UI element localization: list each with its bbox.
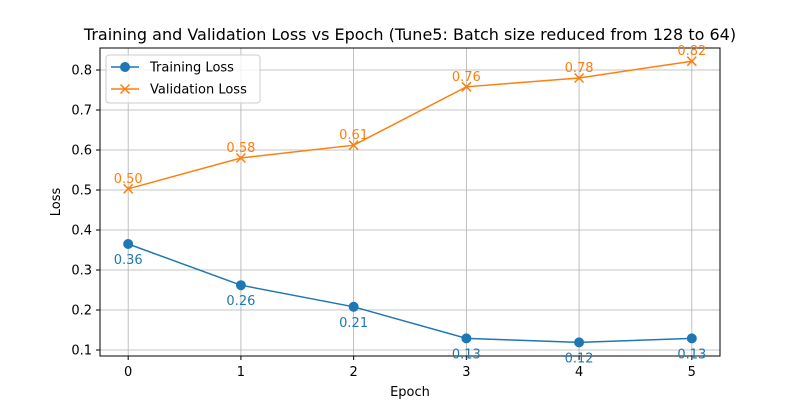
validation-loss-point [461,81,472,92]
training-loss-data-label: 0.12 [565,351,594,366]
y-tick-label: 0.1 [71,344,92,359]
chart-title: Training and Validation Loss vs Epoch (T… [83,25,736,44]
training-loss-data-label: 0.13 [677,347,706,362]
validation-loss-point [348,140,359,151]
x-tick-label: 5 [688,365,696,380]
y-tick-label: 0.2 [71,304,92,319]
validation-loss-data-label: 0.58 [226,141,255,156]
legend-box [105,54,261,104]
legend-item-training-loss: Training Loss [111,61,234,76]
x-tick-label: 3 [462,365,470,380]
training-loss-point [574,337,585,348]
y-axis-label: Loss [49,188,64,217]
training-loss-series: 0.36 0.26 0.21 0.13 0.12 0.13 [114,239,706,366]
y-tick-label: 0.4 [71,224,92,239]
validation-loss-data-label: 0.50 [114,172,143,187]
x-tick-label: 4 [575,365,583,380]
validation-loss-data-label: 0.82 [677,44,706,59]
grid-lines [100,48,720,356]
legend-label: Training Loss [149,61,234,76]
y-tick-label: 0.3 [71,264,92,279]
y-tick-label: 0.8 [71,64,92,79]
y-axis-ticks: 0.1 0.2 0.3 0.4 0.5 0.6 0.7 0.8 [71,64,100,359]
series-layer: 0.36 0.26 0.21 0.13 0.12 0.13 0.50 0.58 0.61 0.76… [114,44,707,366]
y-tick-label: 0.7 [71,104,92,119]
x-tick-label: 1 [237,365,245,380]
validation-loss-data-label: 0.76 [452,70,481,85]
training-loss-point [348,301,359,312]
validation-loss-data-label: 0.61 [339,128,368,143]
training-loss-point [461,333,472,344]
training-loss-point [686,333,697,344]
legend: Training Loss Validation Loss [105,54,261,104]
y-tick-label: 0.6 [71,144,92,159]
x-axis-label: Epoch [390,385,430,400]
training-loss-data-label: 0.26 [226,294,255,309]
validation-loss-series: 0.50 0.58 0.61 0.76 0.78 0.82 [114,44,706,194]
validation-loss-point [574,72,585,84]
validation-loss-point [686,56,697,67]
legend-item-validation-loss: Validation Loss [111,83,247,98]
training-loss-data-label: 0.13 [452,347,481,362]
legend-marker [120,62,130,72]
training-loss-line [127,243,692,344]
validation-loss-data-label: 0.78 [565,61,594,76]
x-tick-label: 0 [124,365,132,380]
legend-label: Validation Loss [150,83,247,98]
x-tick-label: 2 [349,365,357,380]
training-loss-point [123,239,134,249]
training-loss-data-label: 0.21 [339,316,368,331]
validation-loss-point [235,152,246,164]
plot-area-frame [99,47,721,357]
x-axis-ticks: 0 1 2 3 4 5 [124,356,696,380]
validation-loss-line [127,60,692,190]
y-tick-label: 0.5 [71,184,92,199]
validation-loss-point [123,183,134,194]
legend-marker [119,83,131,95]
training-loss-data-label: 0.36 [114,253,143,268]
training-loss-point [235,280,246,291]
